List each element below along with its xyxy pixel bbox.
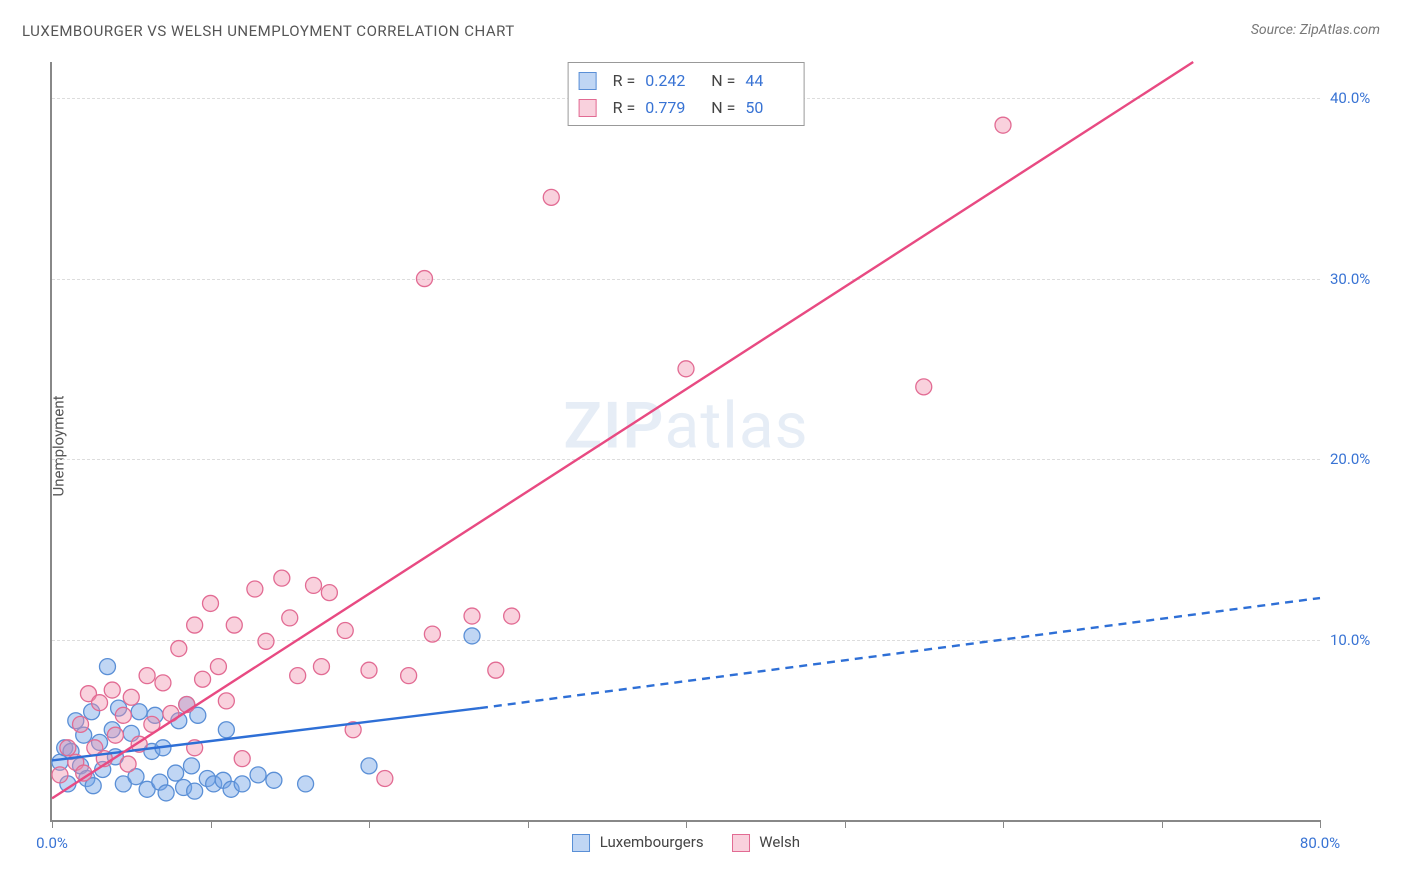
y-tick-label: 10.0%	[1330, 631, 1390, 649]
stats-box: R = 0.242 N = 44 R = 0.779 N = 50	[568, 62, 805, 126]
legend-item: Welsh	[732, 833, 800, 852]
n-label: N =	[711, 94, 735, 121]
r-value: 0.779	[645, 94, 693, 121]
chart-title: LUXEMBOURGER VS WELSH UNEMPLOYMENT CORRE…	[22, 22, 515, 40]
legend-swatch-icon	[572, 834, 590, 852]
legend-label: Luxembourgers	[600, 833, 704, 851]
r-label: R =	[613, 94, 636, 121]
legend-swatch-icon	[732, 834, 750, 852]
n-value: 44	[745, 67, 793, 94]
legend-item: Luxembourgers	[572, 833, 704, 852]
stats-swatch-icon	[579, 72, 597, 90]
bottom-legend: Luxembourgers Welsh	[572, 833, 800, 852]
y-tick-label: 40.0%	[1330, 89, 1390, 107]
x-tick-label: 80.0%	[1300, 834, 1340, 852]
legend-label: Welsh	[759, 833, 800, 851]
scatter-svg	[52, 62, 1320, 820]
stats-row: R = 0.242 N = 44	[579, 67, 794, 94]
source-label: Source: ZipAtlas.com	[1251, 22, 1380, 38]
n-label: N =	[711, 67, 735, 94]
r-value: 0.242	[645, 67, 693, 94]
stats-row: R = 0.779 N = 50	[579, 94, 794, 121]
r-label: R =	[613, 67, 636, 94]
y-tick-label: 30.0%	[1330, 270, 1390, 288]
y-tick-label: 20.0%	[1330, 450, 1390, 468]
x-tick-label: 0.0%	[36, 834, 68, 852]
plot-area: ZIPatlas R = 0.242 N = 44 R = 0.779 N = …	[50, 62, 1320, 822]
stats-swatch-icon	[579, 99, 597, 117]
chart-container: LUXEMBOURGER VS WELSH UNEMPLOYMENT CORRE…	[0, 0, 1406, 892]
n-value: 50	[745, 94, 793, 121]
